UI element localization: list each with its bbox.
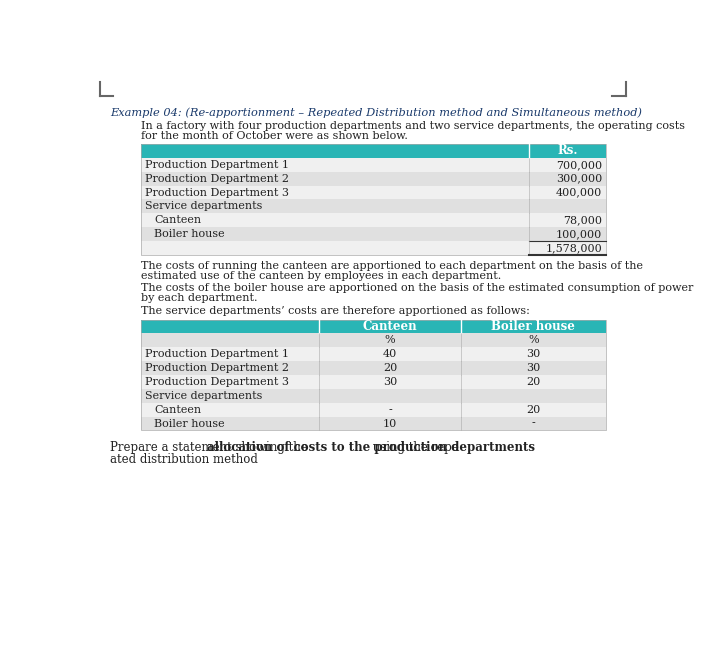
Bar	[460, 417, 606, 430]
Bar	[460, 375, 606, 389]
Text: 30: 30	[383, 377, 397, 387]
Text: 10: 10	[383, 419, 397, 428]
Bar	[319, 320, 460, 333]
Bar	[141, 389, 319, 403]
Bar	[141, 347, 319, 361]
Bar	[529, 172, 606, 185]
Text: Boiler house: Boiler house	[154, 419, 225, 428]
Text: for the month of October were as shown below.: for the month of October were as shown b…	[141, 131, 408, 141]
Text: -: -	[532, 419, 535, 428]
Text: 30: 30	[526, 363, 540, 373]
Bar	[319, 361, 460, 375]
Text: Boiler house: Boiler house	[154, 229, 225, 239]
Text: by each department.: by each department.	[141, 293, 258, 303]
Text: Boiler house: Boiler house	[491, 320, 576, 333]
Text: The costs of running the canteen are apportioned to each department on the basis: The costs of running the canteen are app…	[141, 261, 643, 271]
Bar	[141, 320, 606, 430]
Bar	[141, 375, 319, 389]
Text: Canteen: Canteen	[154, 215, 202, 225]
Text: 400,000: 400,000	[556, 187, 603, 198]
Bar	[319, 375, 460, 389]
Bar	[141, 241, 529, 255]
Text: The service departments’ costs are therefore apportioned as follows:: The service departments’ costs are there…	[141, 306, 530, 316]
Text: 78,000: 78,000	[564, 215, 603, 225]
Text: Canteen: Canteen	[154, 405, 202, 415]
Bar	[460, 320, 606, 333]
Bar	[141, 172, 529, 185]
Text: Production Department 2: Production Department 2	[145, 363, 289, 373]
Text: estimated use of the canteen by employees in each department.: estimated use of the canteen by employee…	[141, 271, 501, 281]
Bar	[529, 158, 606, 172]
Bar	[460, 347, 606, 361]
Bar	[141, 320, 319, 333]
Text: In a factory with four production departments and two service departments, the o: In a factory with four production depart…	[141, 121, 685, 131]
Bar	[319, 333, 460, 347]
Bar	[141, 200, 529, 214]
Text: ated distribution method: ated distribution method	[110, 453, 258, 466]
Bar	[141, 361, 319, 375]
Bar	[141, 333, 319, 347]
Bar	[141, 403, 319, 417]
Text: 20: 20	[526, 377, 540, 387]
Text: %: %	[384, 335, 395, 345]
Text: using the repe: using the repe	[369, 441, 459, 455]
Text: Service departments: Service departments	[145, 202, 263, 212]
Text: Production Department 2: Production Department 2	[145, 174, 289, 183]
Text: 300,000: 300,000	[556, 174, 603, 183]
Bar	[141, 185, 529, 200]
Bar	[529, 227, 606, 241]
Bar	[141, 214, 529, 227]
Text: Canteen: Canteen	[362, 320, 417, 333]
Bar	[141, 144, 606, 255]
Bar	[319, 347, 460, 361]
Bar	[529, 185, 606, 200]
Text: Example 04: (Re-apportionment – Repeated Distribution method and Simultaneous me: Example 04: (Re-apportionment – Repeated…	[110, 107, 642, 118]
Text: %: %	[528, 335, 539, 345]
Text: -: -	[388, 405, 392, 415]
Text: 20: 20	[526, 405, 540, 415]
Text: 40: 40	[383, 349, 397, 359]
Bar	[319, 417, 460, 430]
Bar	[141, 144, 529, 158]
Bar	[141, 158, 529, 172]
Bar	[529, 241, 606, 255]
Bar	[319, 389, 460, 403]
Text: 100,000: 100,000	[556, 229, 603, 239]
Bar	[141, 417, 319, 430]
Text: Production Department 1: Production Department 1	[145, 349, 289, 359]
Text: Production Department 1: Production Department 1	[145, 160, 289, 170]
Bar	[460, 403, 606, 417]
Text: 1,578,000: 1,578,000	[546, 243, 603, 253]
Text: The costs of the boiler house are apportioned on the basis of the estimated cons: The costs of the boiler house are apport…	[141, 284, 694, 293]
Text: 700,000: 700,000	[556, 160, 603, 170]
Text: allocation of costs to the production departments: allocation of costs to the production de…	[207, 441, 535, 455]
Text: 30: 30	[526, 349, 540, 359]
Bar	[460, 389, 606, 403]
Bar	[141, 227, 529, 241]
Bar	[460, 333, 606, 347]
Text: 20: 20	[383, 363, 397, 373]
Text: Production Department 3: Production Department 3	[145, 377, 289, 387]
Bar	[529, 214, 606, 227]
Bar	[319, 403, 460, 417]
Bar	[529, 144, 606, 158]
Text: Production Department 3: Production Department 3	[145, 187, 289, 198]
Bar	[460, 361, 606, 375]
Text: Prepare a statement showing the: Prepare a statement showing the	[110, 441, 312, 455]
Text: Service departments: Service departments	[145, 391, 263, 401]
Bar	[529, 200, 606, 214]
Text: Rs.: Rs.	[557, 145, 578, 157]
